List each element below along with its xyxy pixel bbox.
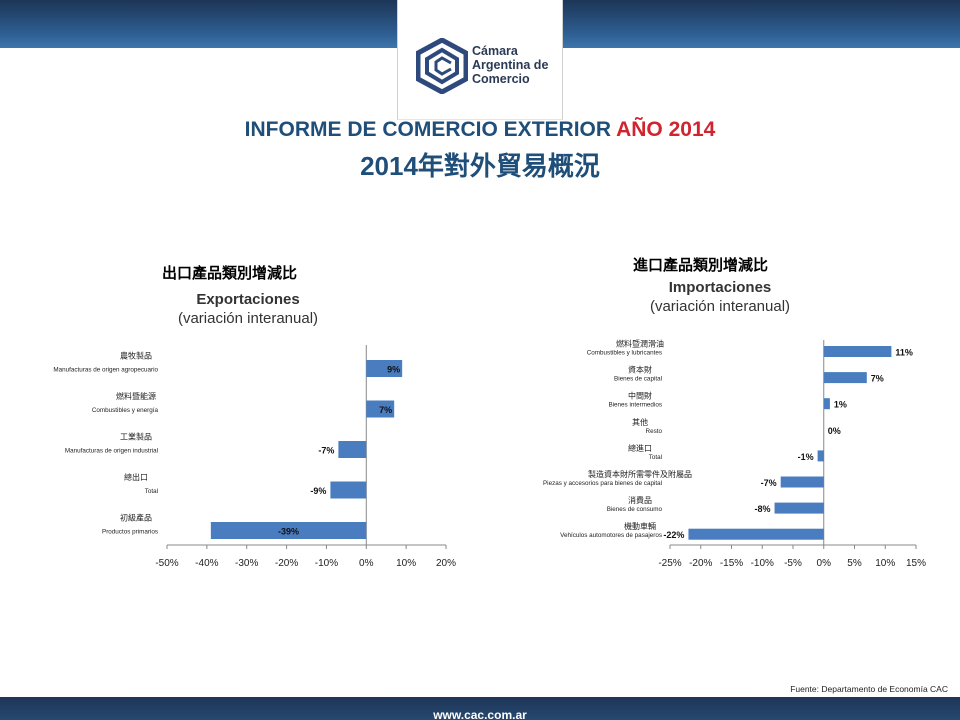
import-category-label-cn: 其他	[632, 417, 648, 427]
import-data-label: -8%	[755, 504, 771, 514]
import-category-label: Vehículos automotores de pasajeros	[560, 532, 662, 539]
import-category-label: Bienes intermedios	[608, 402, 662, 409]
import-category-label: Bienes de consumo	[607, 506, 663, 513]
import-category-label: Resto	[646, 428, 663, 435]
import-data-label: -22%	[663, 530, 684, 540]
import-bar	[818, 450, 824, 461]
import-category-label: Piezas y accesorios para bienes de capit…	[543, 480, 662, 487]
source-note: Fuente: Departamento de Economía CAC	[790, 684, 948, 694]
import-category-label-cn: 總進口	[628, 443, 652, 453]
import-data-label: -7%	[761, 478, 777, 488]
import-category-label-cn: 資本財	[628, 365, 652, 375]
website-link[interactable]: www.cac.com.ar	[0, 708, 960, 720]
import-bar	[824, 372, 867, 383]
import-category-label-cn: 製造資本財所需零件及附屬品	[588, 469, 692, 479]
import-category-label: Total	[649, 454, 662, 461]
import-category-label-cn: 機動車輛	[624, 521, 656, 531]
import-data-label: 11%	[895, 348, 913, 358]
import-data-label: 0%	[828, 426, 841, 436]
import-category-label-cn: 消費品	[628, 495, 652, 505]
import-bar	[781, 477, 824, 488]
import-x-tick-label: -20%	[689, 558, 712, 569]
import-category-label: Bienes de capital	[614, 376, 662, 383]
import-x-tick-label: -5%	[784, 558, 802, 569]
import-x-tick-label: -10%	[751, 558, 774, 569]
import-bar	[775, 503, 824, 514]
import-data-label: 1%	[834, 400, 847, 410]
import-data-label: 7%	[871, 374, 884, 384]
import-category-label: Combustibles y lubricantes	[587, 350, 662, 357]
import-category-label-cn: 中間財	[628, 391, 652, 401]
import-x-tick-label: -15%	[720, 558, 743, 569]
import-bar	[824, 346, 892, 357]
import-x-tick-label: 15%	[906, 558, 926, 569]
import-x-tick-label: 10%	[875, 558, 895, 569]
import-bar	[824, 398, 830, 409]
import-data-label: -1%	[798, 452, 814, 462]
import-category-label-cn: 燃料暨潤滑油	[616, 339, 664, 349]
import-bar	[688, 529, 823, 540]
import-x-tick-label: 0%	[817, 558, 832, 569]
import-x-tick-label: 5%	[847, 558, 862, 569]
import-x-tick-label: -25%	[658, 558, 681, 569]
